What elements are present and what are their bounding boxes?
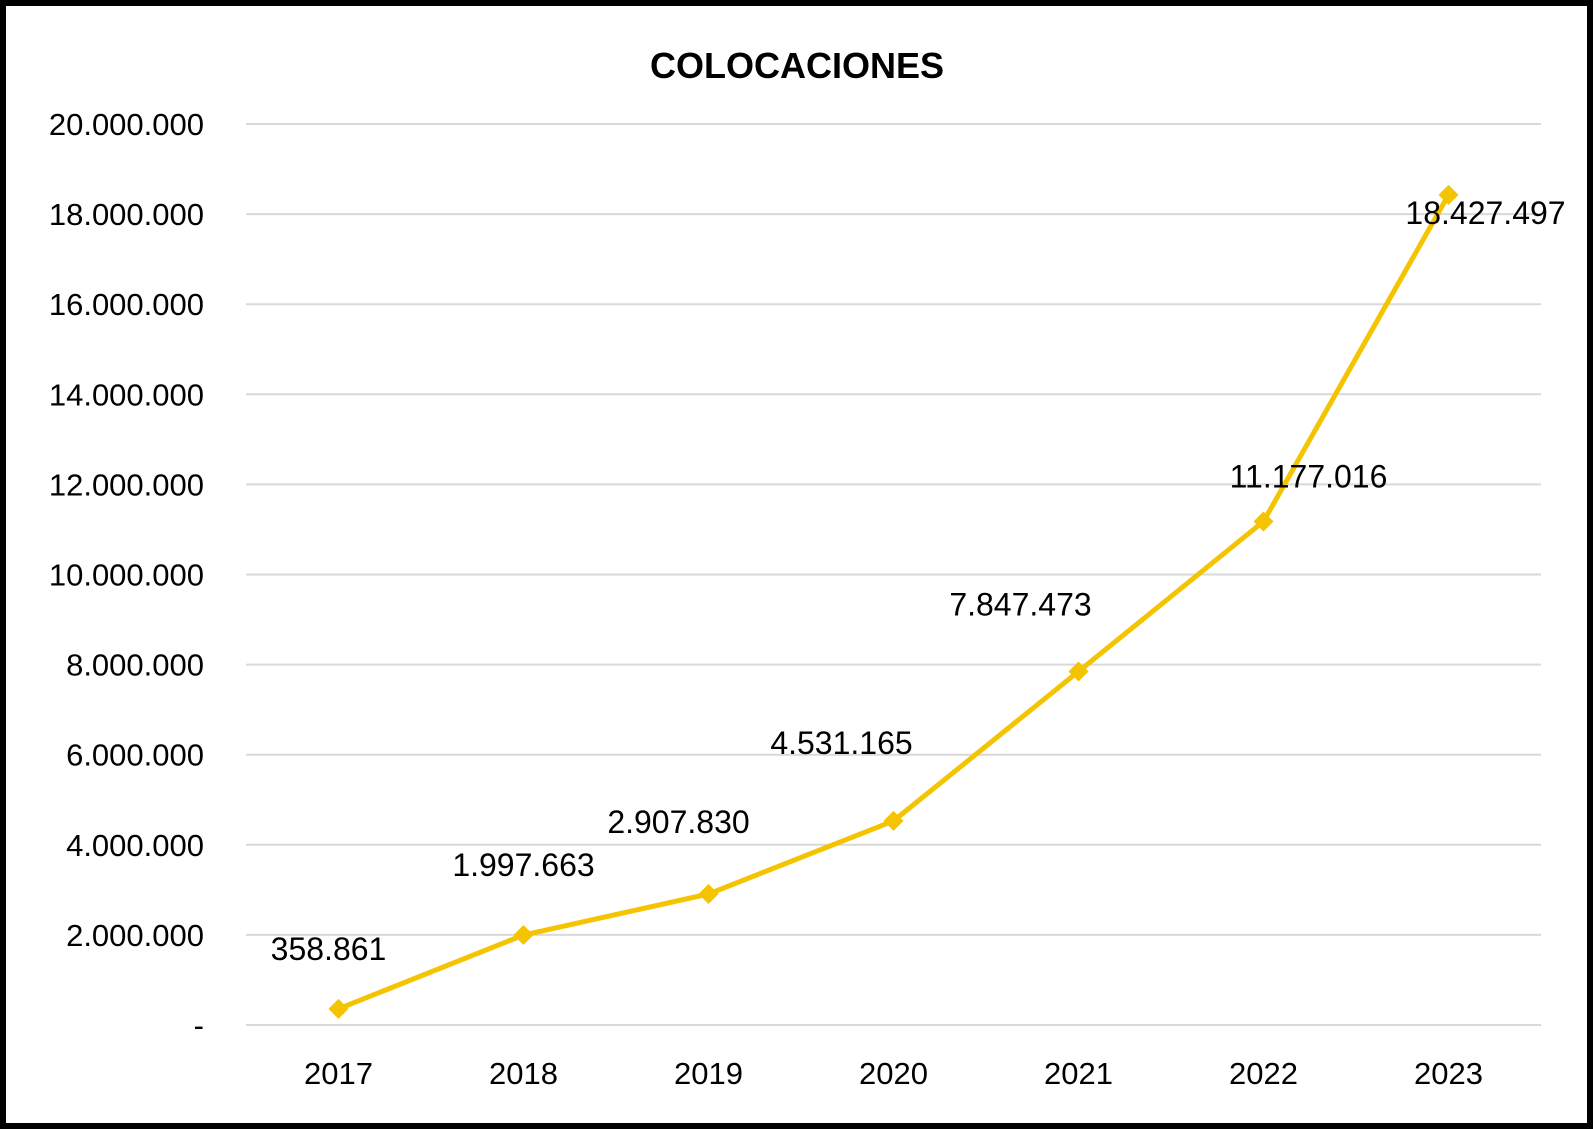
y-tick-label: 6.000.000 <box>66 738 204 773</box>
y-tick-label: 10.000.000 <box>49 558 204 593</box>
x-tick-label: 2022 <box>1229 1056 1298 1091</box>
data-label: 2.907.830 <box>607 804 749 840</box>
y-tick-label: 12.000.000 <box>49 467 204 502</box>
data-label: 7.847.473 <box>949 586 1091 622</box>
data-label: 11.177.016 <box>1230 458 1388 494</box>
x-axis-ticks: 2017 2018 2019 2020 2021 2022 2023 <box>304 1056 1483 1091</box>
y-tick-label: 20.000.000 <box>49 107 204 142</box>
data-point-marker <box>698 884 719 905</box>
series-line <box>337 193 1451 1012</box>
data-point-marker <box>883 810 904 831</box>
y-tick-label: 18.000.000 <box>49 197 204 232</box>
y-tick-label: 4.000.000 <box>66 828 204 863</box>
x-tick-label: 2017 <box>304 1056 373 1091</box>
data-point-marker <box>513 925 534 946</box>
x-tick-label: 2023 <box>1414 1056 1483 1091</box>
data-label: 18.427.497 <box>1405 195 1565 231</box>
data-label: 4.531.165 <box>770 725 912 761</box>
data-labels: 358.861 1.997.663 2.907.830 4.531.165 7.847.… <box>271 195 1566 967</box>
y-tick-label: 2.000.000 <box>66 918 204 953</box>
y-tick-label: 14.000.000 <box>49 377 204 412</box>
series-markers <box>328 184 1459 1019</box>
x-tick-label: 2021 <box>1044 1056 1113 1091</box>
data-label: 1.997.663 <box>452 847 594 883</box>
data-point-marker <box>1438 184 1459 205</box>
series-line-group <box>337 193 1451 1012</box>
data-point-marker <box>1068 661 1089 682</box>
y-axis-ticks: - 2.000.000 4.000.000 6.000.000 8.000.000 10.… <box>49 107 204 1043</box>
data-label: 358.861 <box>271 931 387 967</box>
x-tick-label: 2020 <box>859 1056 928 1091</box>
data-point-marker <box>328 998 349 1019</box>
x-tick-label: 2018 <box>489 1056 558 1091</box>
y-tick-label: - <box>194 1008 204 1043</box>
chart-title: COLOCACIONES <box>650 45 944 86</box>
y-tick-label: 8.000.000 <box>66 648 204 683</box>
x-tick-label: 2019 <box>674 1056 743 1091</box>
gridlines <box>246 123 1541 1026</box>
y-tick-label: 16.000.000 <box>49 287 204 322</box>
line-chart: COLOCACIONES - 2.000.000 4.000.000 6.000.00… <box>49 45 1566 1091</box>
